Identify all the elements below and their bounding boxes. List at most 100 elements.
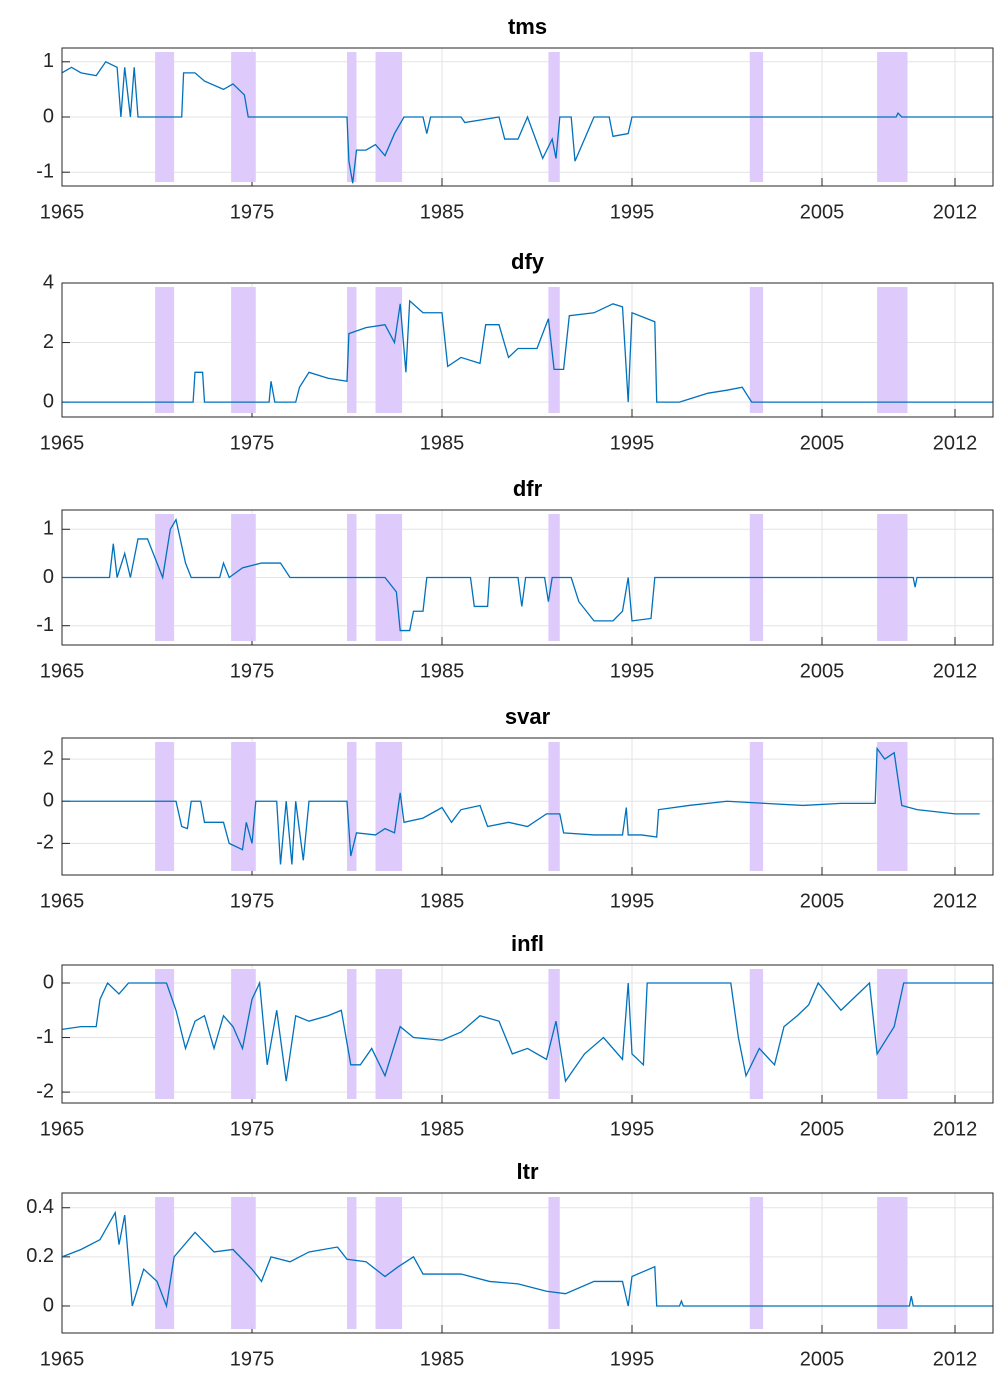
y-tick-label: 0 — [43, 566, 54, 588]
x-tick-label: 2012 — [933, 1118, 978, 1140]
shaded-region — [749, 969, 764, 1099]
shaded-region — [231, 969, 256, 1099]
x-tick-label: 1975 — [230, 432, 275, 454]
x-tick-label: 1965 — [40, 432, 85, 454]
shaded-region — [231, 742, 256, 871]
axes-box — [61, 1192, 994, 1334]
subplot-title: dfr — [513, 476, 543, 501]
x-tick-label: 2005 — [800, 1118, 845, 1140]
x-tick-label: 1985 — [420, 660, 465, 682]
series-line — [61, 980, 993, 1083]
y-tick-label: 0 — [43, 390, 54, 412]
series-line — [62, 746, 980, 865]
shaded-region — [749, 742, 764, 871]
x-tick-label: 1985 — [420, 201, 465, 223]
y-tick-label: 0 — [43, 105, 54, 127]
y-tick-label: 2 — [43, 331, 54, 353]
x-tick-label: 1985 — [420, 432, 465, 454]
x-tick-label: 1975 — [230, 1348, 275, 1370]
x-tick-label: 1995 — [610, 890, 655, 912]
shaded-region — [749, 1197, 764, 1329]
shaded-region — [231, 287, 256, 413]
x-tick-label: 1995 — [610, 201, 655, 223]
shaded-region — [155, 742, 175, 871]
shaded-region — [877, 742, 908, 871]
subplot: dfr 1965 1975 1985 1995 2005 2012 -1 0 1 — [36, 476, 994, 682]
shaded-region — [375, 52, 403, 182]
shaded-region — [548, 742, 560, 871]
axes-box — [61, 282, 994, 418]
x-tick-label: 1975 — [230, 1118, 275, 1140]
y-tick-label: 0.2 — [26, 1245, 54, 1267]
series-line — [62, 299, 993, 403]
axes-box — [61, 47, 994, 187]
series-line — [61, 1210, 993, 1309]
y-tick-label: 2 — [43, 747, 54, 769]
axes-box — [61, 509, 994, 646]
x-tick-label: 1965 — [40, 1118, 85, 1140]
shaded-region — [375, 1197, 403, 1329]
y-tick-label: 1 — [43, 50, 54, 72]
y-tick-label: -2 — [36, 1080, 54, 1102]
x-tick-label: 1995 — [610, 660, 655, 682]
shaded-region — [749, 287, 764, 413]
x-tick-label: 1985 — [420, 1118, 465, 1140]
shaded-region — [877, 1197, 908, 1329]
subplot-title: ltr — [517, 1159, 539, 1184]
shaded-region — [548, 52, 560, 182]
shaded-region — [155, 514, 175, 641]
shaded-region — [548, 287, 560, 413]
shaded-region — [548, 1197, 560, 1329]
x-tick-label: 1985 — [420, 890, 465, 912]
y-tick-label: -2 — [36, 832, 54, 854]
subplot-title: dfy — [511, 249, 545, 274]
y-tick-label: -1 — [36, 1026, 54, 1048]
shaded-region — [347, 52, 357, 182]
y-tick-label: 0 — [43, 1294, 54, 1316]
subplot-title: infl — [511, 931, 544, 956]
shaded-region — [347, 969, 357, 1099]
x-tick-label: 2012 — [933, 201, 978, 223]
x-tick-label: 2012 — [933, 890, 978, 912]
subplot: svar 1965 1975 1985 1995 2005 2012 -2 0 2 — [36, 704, 994, 912]
x-tick-label: 1985 — [420, 1348, 465, 1370]
x-tick-label: 2005 — [800, 890, 845, 912]
x-tick-label: 2005 — [800, 660, 845, 682]
x-tick-label: 2012 — [933, 432, 978, 454]
x-tick-label: 2012 — [933, 1348, 978, 1370]
shaded-region — [347, 287, 357, 413]
x-tick-label: 1975 — [230, 201, 275, 223]
axes-box — [61, 737, 994, 876]
y-tick-label: -1 — [36, 614, 54, 636]
shaded-region — [548, 969, 560, 1099]
shaded-region — [231, 1197, 256, 1329]
x-tick-label: 1965 — [40, 890, 85, 912]
y-tick-label: 4 — [43, 271, 54, 293]
y-tick-label: 0 — [43, 971, 54, 993]
x-tick-label: 2005 — [800, 201, 845, 223]
x-tick-label: 1995 — [610, 432, 655, 454]
axes-box — [61, 964, 994, 1104]
subplot: infl 1965 1975 1985 1995 2005 2012 -2 -1 0 — [36, 931, 994, 1140]
x-tick-label: 1965 — [40, 201, 85, 223]
y-tick-label: -1 — [36, 160, 54, 182]
shaded-region — [155, 969, 175, 1099]
x-tick-label: 1995 — [610, 1118, 655, 1140]
shaded-region — [375, 287, 403, 413]
subplot: tms 1965 1975 1985 1995 2005 2012 -1 0 1 — [36, 14, 994, 223]
series-line — [62, 517, 993, 632]
y-tick-label: 1 — [43, 518, 54, 540]
subplot: dfy 1965 1975 1985 1995 2005 2012 0 2 4 — [40, 249, 994, 454]
x-tick-label: 1965 — [40, 660, 85, 682]
x-tick-label: 2005 — [800, 432, 845, 454]
shaded-region — [347, 742, 357, 871]
x-tick-label: 2005 — [800, 1348, 845, 1370]
shaded-region — [155, 1197, 175, 1329]
subplot-title: tms — [508, 14, 547, 39]
x-tick-label: 1975 — [230, 660, 275, 682]
y-tick-label: 0.4 — [26, 1196, 54, 1218]
subplot: ltr 1965 1975 1985 1995 2005 2012 0 0.2 0.4 — [26, 1159, 994, 1370]
x-tick-label: 1995 — [610, 1348, 655, 1370]
x-tick-label: 1975 — [230, 890, 275, 912]
